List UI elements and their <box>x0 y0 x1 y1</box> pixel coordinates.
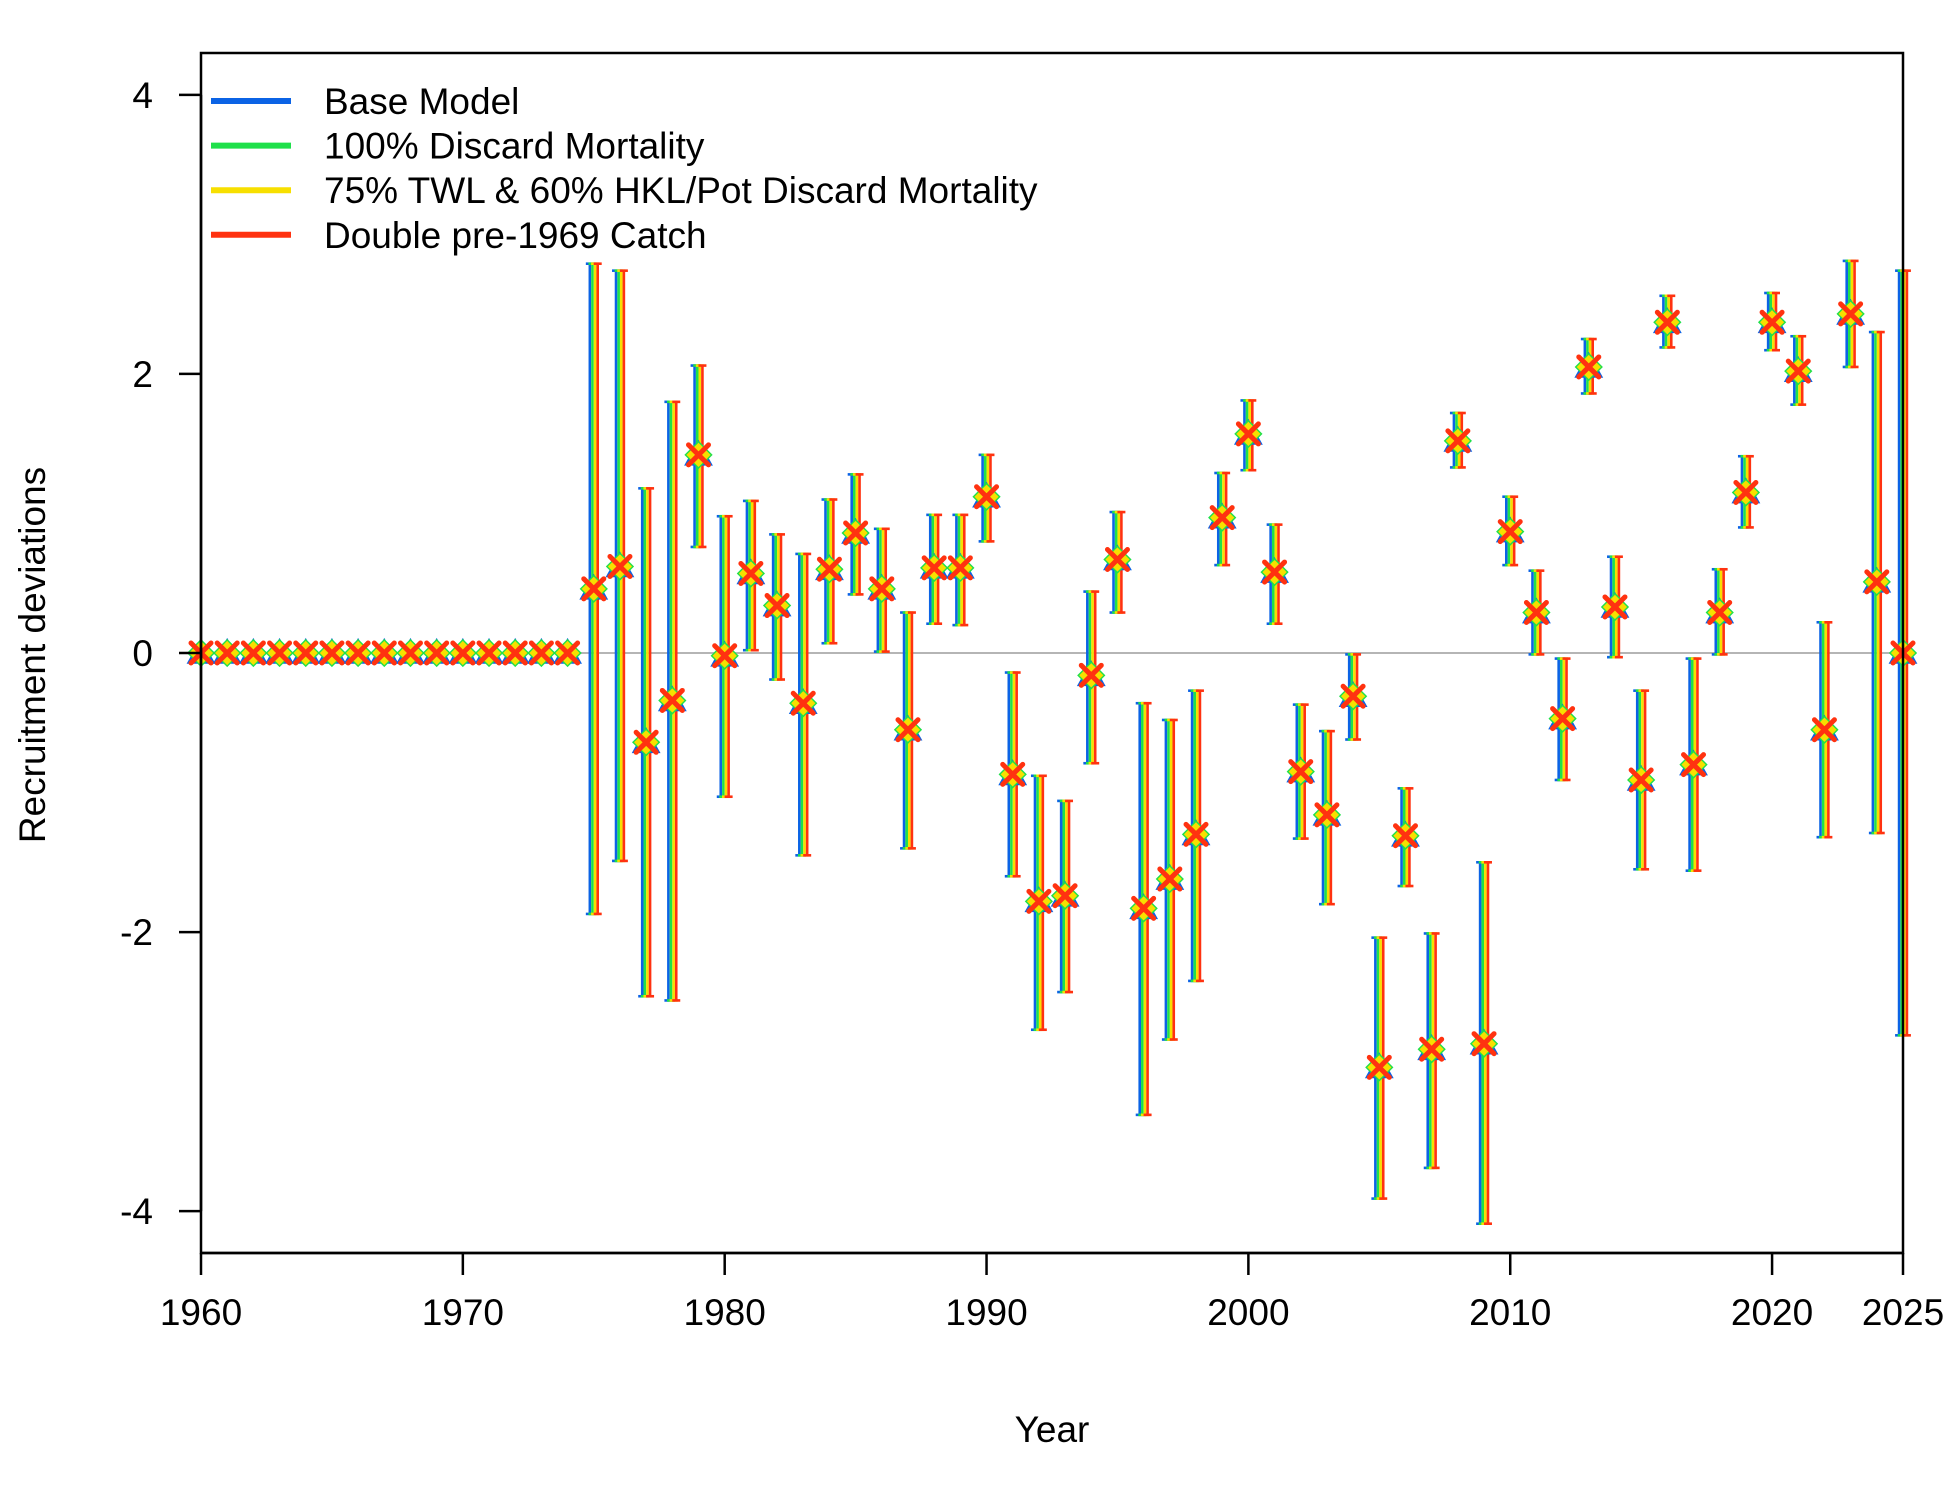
pre1969-point <box>1288 759 1314 785</box>
legend-label: 75% TWL & 60% HKL/Pot Discard Mortality <box>324 170 1038 211</box>
legend-label: 100% Discard Mortality <box>324 126 705 167</box>
pre1969-point <box>974 484 1000 510</box>
pre1969-point <box>319 640 345 666</box>
pre1969-point <box>1681 752 1707 778</box>
y-tick-label: 0 <box>132 633 153 674</box>
pre1969-point <box>1366 1054 1392 1080</box>
y-axis-label: Recruitment deviations <box>12 467 53 843</box>
pre1969-point <box>476 640 502 666</box>
pre1969-point <box>1707 600 1733 626</box>
pre1969-point <box>1811 717 1837 743</box>
pre1969-point <box>528 640 554 666</box>
x-tick-label: 2025 <box>1862 1292 1944 1333</box>
pre1969-point <box>738 560 764 586</box>
pre1969-point <box>371 640 397 666</box>
pre1969-point <box>1576 354 1602 380</box>
y-tick-label: 4 <box>132 75 153 116</box>
pre1969-point <box>1628 767 1654 793</box>
pre1969-point <box>1497 519 1523 545</box>
pre1969-point <box>1104 547 1130 573</box>
pre1969-point <box>895 717 921 743</box>
pre1969-point <box>1733 480 1759 506</box>
pre1969-point <box>1392 823 1418 849</box>
legend-label: Base Model <box>324 81 519 122</box>
pre1969-point <box>1262 559 1288 585</box>
pre1969-point <box>240 640 266 666</box>
pre1969-point <box>1471 1031 1497 1057</box>
pre1969-point <box>424 640 450 666</box>
x-axis: 1960 1970 1980 1990 2000 2010 2020 2025 <box>160 1251 1944 1333</box>
x-tick-label: 1990 <box>945 1292 1027 1333</box>
pre1969-point <box>1602 594 1628 620</box>
pre1969-point <box>345 640 371 666</box>
pre1969-point <box>764 593 790 619</box>
pre1969-point <box>555 640 581 666</box>
pre1969-point <box>1183 821 1209 847</box>
x-tick-label: 1960 <box>160 1292 242 1333</box>
pre1969-point <box>633 729 659 755</box>
pre1969-point <box>502 640 528 666</box>
pre1969-point <box>790 690 816 716</box>
pre1969-point <box>843 520 869 546</box>
legend-label: Double pre-1969 Catch <box>324 215 707 256</box>
pre1969-point <box>1078 662 1104 688</box>
pre1969-point <box>397 640 423 666</box>
pre1969-point <box>1026 888 1052 914</box>
pre1969-point <box>1550 706 1576 732</box>
pre1969-point <box>1419 1036 1445 1062</box>
pre1969-point <box>947 555 973 581</box>
x-tick-label: 2000 <box>1207 1292 1289 1333</box>
x-tick-label: 1970 <box>422 1292 504 1333</box>
pre1969-point <box>921 555 947 581</box>
pre1969-point <box>686 442 712 468</box>
pre1969-point <box>1785 358 1811 384</box>
x-tick-label: 2010 <box>1469 1292 1551 1333</box>
pre1969-point <box>659 687 685 713</box>
pre1969-point <box>1235 421 1261 447</box>
pre1969-point <box>293 640 319 666</box>
y-axis: -4 -2 0 2 4 <box>120 75 203 1232</box>
x-tick-label: 1980 <box>684 1292 766 1333</box>
x-tick-label: 2020 <box>1731 1292 1813 1333</box>
pre1969-point <box>1314 802 1340 828</box>
pre1969-point <box>267 640 293 666</box>
pre1969-point <box>1052 883 1078 909</box>
y-tick-label: 2 <box>132 354 153 395</box>
pre1969-point <box>450 640 476 666</box>
pre1969-point <box>1131 895 1157 921</box>
pre1969-point <box>214 640 240 666</box>
pre1969-point <box>869 576 895 602</box>
pre1969-point <box>607 553 633 579</box>
pre1969-point <box>712 643 738 669</box>
pre1969-point <box>1838 301 1864 327</box>
pre1969-point <box>1209 505 1235 531</box>
pre1969-point <box>1759 309 1785 335</box>
pre1969-point <box>1000 761 1026 787</box>
pre1969-point <box>581 576 607 602</box>
y-tick-label: -2 <box>120 912 153 953</box>
y-tick-label: -4 <box>120 1191 153 1232</box>
pre1969-point <box>1523 600 1549 626</box>
x-axis-label: Year <box>1015 1409 1090 1450</box>
pre1969-point <box>1340 683 1366 709</box>
pre1969-point <box>1654 309 1680 335</box>
pre1969-point <box>1157 866 1183 892</box>
estimate-markers <box>186 298 1918 1082</box>
pre1969-point <box>816 556 842 582</box>
pre1969-point <box>1445 428 1471 454</box>
pre1969-point <box>1864 569 1890 595</box>
